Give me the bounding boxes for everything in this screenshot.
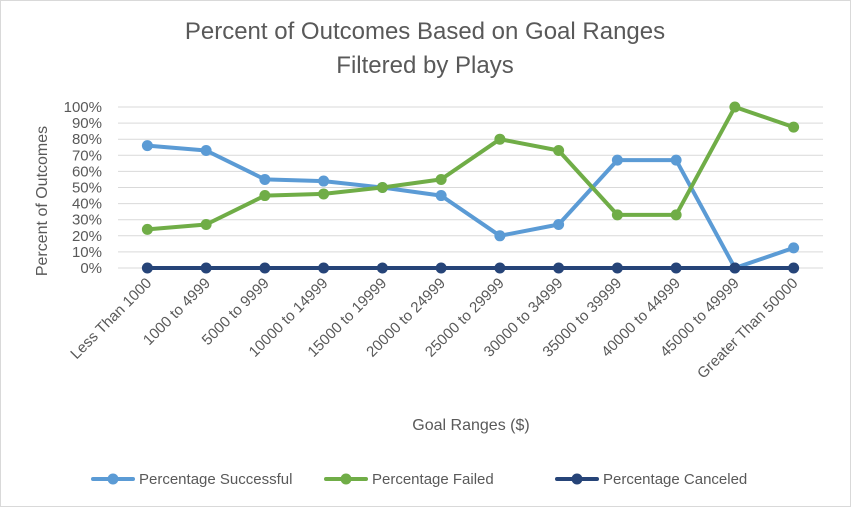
x-axis-title: Goal Ranges ($)	[412, 417, 529, 434]
data-point	[376, 262, 388, 274]
x-tick-label: Greater Than 50000	[694, 275, 801, 382]
data-point	[376, 182, 388, 193]
data-point	[553, 144, 565, 156]
data-point	[435, 262, 447, 274]
legend-swatch-marker	[107, 473, 119, 485]
data-point	[553, 262, 565, 274]
gridlines	[118, 106, 823, 269]
data-point	[259, 190, 271, 202]
data-point	[200, 262, 212, 274]
data-point	[670, 262, 682, 274]
data-point	[494, 230, 506, 242]
data-point	[670, 154, 682, 166]
data-point	[788, 242, 800, 254]
y-tick-label: 70%	[72, 147, 102, 164]
data-point	[494, 262, 506, 274]
x-tick-label: Less Than 1000	[67, 275, 155, 363]
data-point	[553, 219, 565, 231]
data-point	[729, 101, 741, 113]
y-axis-title: Percent of Outcomes	[34, 126, 51, 276]
legend-item: Percentage Canceled	[555, 471, 747, 488]
data-point	[788, 121, 800, 133]
legend-swatch-marker	[571, 473, 583, 485]
y-tick-label: 60%	[72, 163, 102, 180]
data-point	[200, 144, 212, 156]
legend-label: Percentage Failed	[372, 471, 494, 488]
data-point	[494, 133, 506, 145]
y-tick-label: 0%	[80, 260, 102, 277]
data-point	[611, 154, 623, 166]
series-line	[145, 143, 796, 270]
y-axis-ticks: 0%10%20%30%40%50%60%70%80%90%100%	[64, 99, 102, 277]
data-point	[435, 173, 447, 185]
legend-item: Percentage Failed	[324, 471, 494, 488]
chart-title-line-1: Percent of Outcomes Based on Goal Ranges	[185, 18, 665, 45]
data-point	[611, 209, 623, 221]
data-point	[435, 190, 447, 202]
data-point	[670, 209, 682, 221]
legend-label: Percentage Canceled	[603, 471, 747, 488]
chart-title-line-2: Filtered by Plays	[336, 52, 513, 79]
y-tick-label: 10%	[72, 244, 102, 261]
legend-label: Percentage Successful	[139, 471, 292, 488]
y-tick-label: 20%	[72, 228, 102, 245]
data-point	[788, 262, 800, 274]
data-point	[318, 262, 330, 274]
series-percentage-failed	[141, 101, 800, 235]
legend: Percentage Successful Percentage Failed Pe…	[91, 471, 747, 488]
data-point	[259, 173, 271, 185]
series-line	[145, 105, 796, 232]
legend-item: Percentage Successful	[91, 471, 292, 488]
y-tick-label: 90%	[72, 115, 102, 132]
y-tick-label: 40%	[72, 196, 102, 213]
series-percentage-canceled	[141, 262, 800, 274]
data-point	[259, 262, 271, 274]
data-point	[729, 262, 741, 274]
data-point	[318, 188, 330, 200]
data-point	[200, 219, 212, 231]
y-tick-label: 30%	[72, 212, 102, 229]
data-point	[318, 175, 330, 187]
y-tick-label: 80%	[72, 131, 102, 148]
y-tick-label: 100%	[64, 99, 102, 116]
series-lines	[141, 101, 800, 274]
data-point	[141, 140, 153, 152]
legend-swatch-marker	[340, 473, 352, 485]
data-point	[611, 262, 623, 274]
y-tick-label: 50%	[72, 180, 102, 197]
data-point	[141, 223, 153, 235]
data-point	[141, 262, 153, 274]
